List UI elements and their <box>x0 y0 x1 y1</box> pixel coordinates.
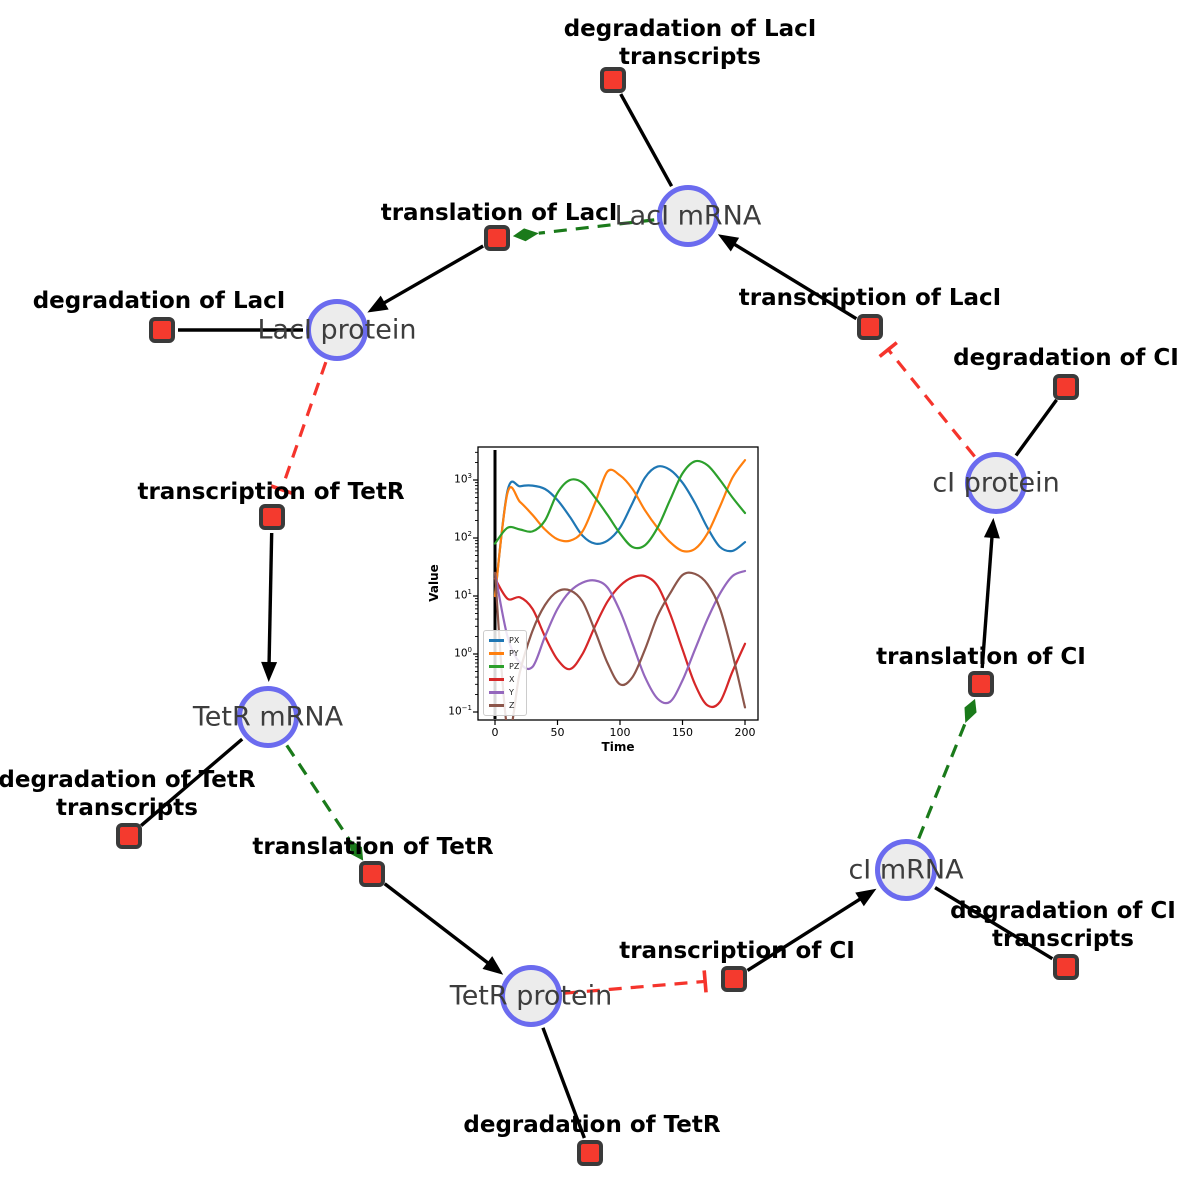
series-PY <box>493 459 747 598</box>
series-X <box>493 574 747 709</box>
reaction-label-deg_LacI: degradation of LacI <box>32 288 286 314</box>
edge-product-transcription_TetR-TetR_mRNA <box>261 532 278 683</box>
series-PZ <box>493 459 747 550</box>
reaction-node-transcription_TetR <box>259 504 285 530</box>
legend-entry-PY: PY <box>489 647 519 660</box>
x-tick-150: 150 <box>672 726 693 739</box>
species-label-cI_protein: cI protein <box>932 467 1060 499</box>
reaction-node-translation_CI <box>968 671 994 697</box>
legend-entry-X: X <box>489 673 519 686</box>
reaction-label-translation_TetR: translation of TetR <box>252 834 494 860</box>
reaction-node-deg_LacI <box>149 317 175 343</box>
reaction-node-deg_TetR_tr <box>116 823 142 849</box>
x-tick-0: 0 <box>491 726 499 739</box>
y-tick-10e3: 103 <box>454 472 472 486</box>
edge-reactant-cI_protein-deg_CI <box>1014 398 1058 457</box>
species-node-cI_mRNA <box>875 839 937 901</box>
edge-inhibitor-LacI_protein-transcription_TetR <box>270 361 328 495</box>
plot-canvas <box>473 446 759 725</box>
edge-reactant-LacI_mRNA-deg_LacI_tr <box>619 93 674 188</box>
reaction-node-deg_LacI_tr <box>600 67 626 93</box>
reaction-label-deg_TetR: degradation of TetR <box>463 1112 721 1138</box>
legend-entry-Z: Z <box>489 699 519 712</box>
legend-swatch-PZ <box>489 665 504 668</box>
edge-product-translation_LacI-LacI_protein <box>367 244 484 313</box>
legend-swatch-PY <box>489 652 504 655</box>
reaction-node-translation_TetR <box>359 861 385 887</box>
legend-entry-PX: PX <box>489 634 519 647</box>
y-tick-10e1: 101 <box>454 588 472 602</box>
species-node-LacI_protein <box>306 299 368 361</box>
species-label-cI_mRNA: cI mRNA <box>848 854 964 886</box>
y-tick-10e2: 102 <box>454 530 472 544</box>
reaction-label-translation_LacI: translation of LacI <box>380 200 618 226</box>
edge-product-transcription_LacI-LacI_mRNA <box>717 234 858 321</box>
reaction-label-deg_CI: degradation of CI <box>953 345 1179 371</box>
legend-entry-Y: Y <box>489 686 519 699</box>
edge-reactant-TetR_protein-deg_TetR <box>541 1027 586 1139</box>
edge-modifier-cI_mRNA-translation_CI <box>917 698 977 840</box>
x-tick-100: 100 <box>609 726 631 739</box>
reaction-label-transcription_LacI: transcription of LacI <box>738 285 1002 311</box>
edge-product-translation_TetR-TetR_protein <box>383 882 504 975</box>
reaction-node-deg_CI_tr <box>1053 954 1079 980</box>
species-node-LacI_mRNA <box>657 185 719 247</box>
edge-reactant-TetR_mRNA-deg_TetR_tr <box>140 737 244 827</box>
series-Y <box>493 569 747 705</box>
legend-label-Z: Z <box>509 701 515 710</box>
species-label-LacI_protein: LacI protein <box>257 314 417 346</box>
edge-inhibitor-cI_protein-transcription_LacI <box>878 341 976 458</box>
reaction-node-transcription_LacI <box>857 314 883 340</box>
legend-label-PX: PX <box>509 636 520 645</box>
reaction-label-deg_CI_tr: degradation of CI transcripts <box>950 898 1176 952</box>
edge-modifier-TetR_mRNA-translation_TetR <box>285 744 364 861</box>
edge-reactant-cI_mRNA-deg_CI_tr <box>934 886 1054 961</box>
legend: PX PY PZ X Y Z <box>483 630 528 716</box>
legend-label-PZ: PZ <box>509 662 520 671</box>
reaction-node-deg_CI <box>1053 374 1079 400</box>
species-label-TetR_protein: TetR protein <box>449 980 613 1012</box>
species-node-TetR_mRNA <box>237 686 299 748</box>
series-Z <box>493 571 747 720</box>
x-axis-label: Time <box>601 740 635 754</box>
species-label-LacI_mRNA: LacI mRNA <box>614 200 762 232</box>
legend-swatch-PX <box>489 639 504 642</box>
legend-swatch-X <box>489 678 504 681</box>
reaction-label-deg_LacI_tr: degradation of LacI transcripts <box>563 16 817 70</box>
legend-swatch-Y <box>489 691 504 694</box>
legend-label-X: X <box>509 675 515 684</box>
y-tick-10e-1: 10−1 <box>448 704 472 718</box>
legend-entry-PZ: PZ <box>489 660 519 673</box>
y-axis-label: Value <box>427 564 441 602</box>
species-label-TetR_mRNA: TetR mRNA <box>192 701 344 733</box>
legend-swatch-Z <box>489 704 504 707</box>
reaction-node-deg_TetR <box>577 1140 603 1166</box>
legend-label-Y: Y <box>509 688 514 697</box>
legend-label-PY: PY <box>509 649 519 658</box>
y-tick-10e0: 100 <box>454 646 472 660</box>
series-PX <box>493 465 747 598</box>
edge-modifier-LacI_mRNA-translation_LacI <box>512 218 655 242</box>
reaction-node-transcription_CI <box>721 966 747 992</box>
species-node-cI_protein <box>965 452 1027 514</box>
reaction-label-transcription_CI: transcription of CI <box>619 938 855 964</box>
x-tick-200: 200 <box>734 726 756 739</box>
reaction-label-translation_CI: translation of CI <box>876 644 1086 670</box>
edge-inhibitor-TetR_protein-transcription_CI <box>564 970 708 995</box>
edge-product-translation_CI-cI_protein <box>980 517 1000 669</box>
time-series-inset-chart: 10−1 100 101 102 103 0 50 100 150 200 PX PY PZ X Y Z T… <box>420 435 770 765</box>
reaction-node-translation_LacI <box>484 225 510 251</box>
reaction-label-deg_TetR_tr: degradation of TetR transcripts <box>0 767 256 821</box>
edge-product-transcription_CI-cI_mRNA <box>746 888 877 972</box>
species-node-TetR_protein <box>500 965 562 1027</box>
x-tick-50: 50 <box>550 726 565 739</box>
reaction-label-transcription_TetR: transcription of TetR <box>137 479 405 505</box>
